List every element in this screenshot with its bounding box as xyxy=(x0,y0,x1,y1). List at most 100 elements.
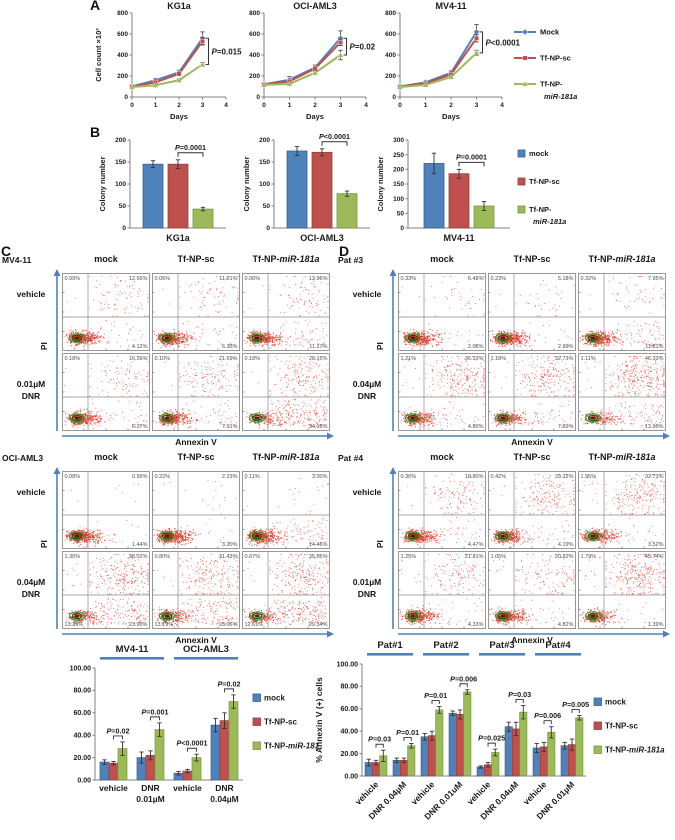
flow-row-label: DNR xyxy=(21,589,41,599)
bar-Tf-NP-miR-181 xyxy=(154,729,165,781)
flow-plot-Pat #3-r1-c2 xyxy=(578,353,666,431)
category-label: KG1a xyxy=(166,233,191,243)
flow-col-header: mock xyxy=(94,452,118,462)
legend-label: mock xyxy=(264,694,285,703)
group-header: Pat#3 xyxy=(489,640,514,651)
flow-plot-MV4-11-r0-c1 xyxy=(152,273,240,351)
p-value: P=0.015 xyxy=(212,47,243,56)
panel-label-d: D xyxy=(339,243,350,259)
y-tick: 100 xyxy=(115,181,126,188)
p-value: P=0.02 xyxy=(218,679,241,688)
x-tick: 2 xyxy=(177,102,181,109)
y-tick: 300 xyxy=(393,137,404,144)
flow-y-axis-label: PI xyxy=(374,540,385,549)
legend-label: Tf-NP-miR-181 xyxy=(264,742,320,751)
bar-mock xyxy=(286,150,308,229)
x-tick: 4 xyxy=(224,102,228,109)
flow-plot-Pat #4-r0-c1 xyxy=(488,471,576,549)
chart-B-KG1a: 0 50 100 150 200 Colony number P=0.0001 KG1a xyxy=(98,137,226,243)
x-tick: vehicle xyxy=(353,779,381,807)
y-tick: 0.00 xyxy=(344,773,358,780)
y-tick: 200 xyxy=(117,73,128,80)
x-tick: vehicle xyxy=(409,779,437,807)
flow-col-header: Tf-NP-miR-181a xyxy=(588,254,656,264)
y-tick: 20.00 xyxy=(340,751,358,758)
bar-Tf-NP-sc xyxy=(108,762,119,781)
bar-Tf-NP-miR-181a xyxy=(463,691,472,777)
y-tick: 150 xyxy=(393,181,404,188)
x-axis-label: Days xyxy=(306,112,324,121)
series-line xyxy=(131,40,204,88)
y-axis-label: Colony number xyxy=(376,156,385,211)
flow-col-header: mock xyxy=(430,452,454,462)
p-value: P=0.0001 xyxy=(175,143,206,152)
y-tick: 800 xyxy=(385,10,396,17)
y-axis-label: Colony number xyxy=(98,156,107,211)
series-line xyxy=(263,41,342,86)
y-tick: 60.00 xyxy=(340,706,358,713)
bar-Tf-NP-miR-181a xyxy=(575,717,584,777)
x-tick: 1 xyxy=(288,102,292,109)
bar-Tf-NP-miR-181a xyxy=(336,193,358,229)
legend-label: Tf-NP-miR-181a xyxy=(605,746,665,755)
y-tick: 400 xyxy=(249,52,260,59)
bar-Tf-NP-sc xyxy=(456,714,464,777)
y-axis-label: Cell count ×10³ xyxy=(94,28,103,82)
x-tick: vehicle xyxy=(521,779,549,807)
legend-label: mock xyxy=(529,149,549,158)
y-tick: 600 xyxy=(249,31,260,38)
chart-annexin-cell-lines: 0.00 20.00 40.00 60.00 80.00 100.00 MV4-11 OCI-… xyxy=(70,644,320,804)
flow-block-title: MV4-11 xyxy=(2,255,32,265)
flow-row-label: 0.04µM xyxy=(352,379,382,389)
p-value: P=0.0001 xyxy=(456,152,487,161)
bar-Tf-NP-miR-181a xyxy=(192,208,214,229)
x-tick: vehicle xyxy=(465,779,493,807)
y-tick: 400 xyxy=(385,52,396,59)
flow-col-header: Tf-NP-miR-181a xyxy=(588,452,656,462)
flow-col-header: Tf-NP-miR-181a xyxy=(252,254,320,264)
p-value: P=0.006 xyxy=(450,674,477,683)
x-tick: 3 xyxy=(201,102,205,109)
y-tick: 60.00 xyxy=(73,710,91,717)
panel-label-b: B xyxy=(90,124,101,140)
legend-label: miR-181a xyxy=(533,217,566,226)
y-tick: 50 xyxy=(263,203,271,210)
y-tick: 80.00 xyxy=(340,684,358,691)
bar-mock xyxy=(560,745,569,777)
legend-label: Tf-NP-sc xyxy=(529,177,560,186)
flow-y-axis-label: PI xyxy=(374,342,385,351)
x-tick: 3 xyxy=(475,102,479,109)
y-tick: 250 xyxy=(393,152,404,159)
flow-col-header: mock xyxy=(430,254,454,264)
flow-plot-Pat #4-r1-c2 xyxy=(578,551,666,629)
p-value: P=0.03 xyxy=(508,690,531,699)
y-tick: 50 xyxy=(119,203,127,210)
panel-label-c: C xyxy=(1,243,12,259)
chart-A-KG1a: KG1a 0 200 400 600 800 0 1 2 3 4 Days Cell count ×10… xyxy=(94,1,243,121)
legend-label: Tf-NP- xyxy=(540,80,563,89)
bar-Tf-NP-miR-181 xyxy=(228,701,239,781)
flow-plot-Pat #4-r0-c2 xyxy=(578,471,666,549)
p-value: P=0.025 xyxy=(478,734,505,743)
flow-plot-MV4-11-r1-c2 xyxy=(242,353,330,431)
flow-row-label: DNR xyxy=(357,589,377,599)
flow-row-label: DNR xyxy=(357,391,377,401)
y-tick: 150 xyxy=(115,159,126,166)
category-label: OCI-AML3 xyxy=(300,233,344,243)
y-axis-label: Colony number xyxy=(242,156,251,211)
x-tick: 0.01µM xyxy=(136,794,165,804)
p-value: P=0.005 xyxy=(562,700,589,709)
series-line xyxy=(399,37,478,88)
x-tick: 2 xyxy=(449,102,453,109)
x-tick: 0.04µM xyxy=(210,794,239,804)
x-tick: 0 xyxy=(398,102,402,109)
flow-plot-Pat #4-r1-c0 xyxy=(398,551,486,629)
flow-plot-Pat #3-r1-c1 xyxy=(488,353,576,431)
flow-plot-OCI-AML3-r1-c0 xyxy=(62,551,150,629)
p-value: P=0.03 xyxy=(368,735,391,744)
y-tick: 150 xyxy=(259,159,270,166)
panel-label-a: A xyxy=(90,0,101,13)
flow-row-label: 0.04µM xyxy=(16,577,46,587)
y-tick: 200 xyxy=(259,137,270,144)
flow-block-title: Pat #4 xyxy=(338,453,364,463)
